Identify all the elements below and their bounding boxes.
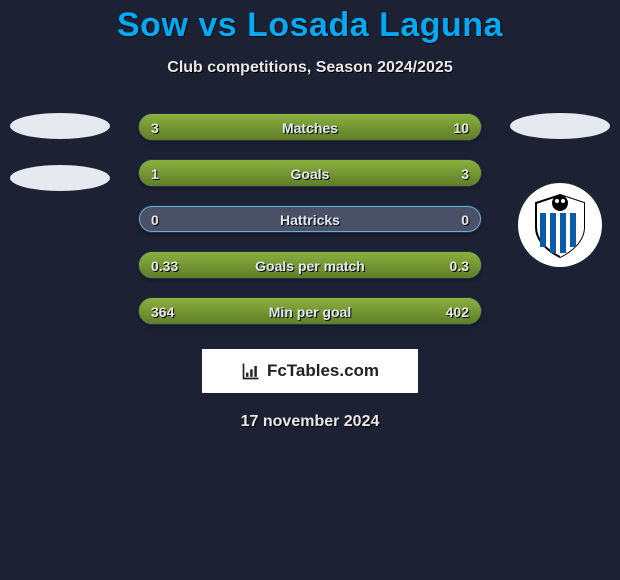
left-value: 0 bbox=[151, 206, 159, 233]
stat-bar-matches: 3 Matches 10 bbox=[138, 113, 482, 141]
club-badge bbox=[518, 183, 602, 267]
right-value: 0 bbox=[461, 206, 469, 233]
page-title: Sow vs Losada Laguna bbox=[0, 0, 620, 45]
right-fill bbox=[225, 160, 482, 186]
metric-label: Goals bbox=[291, 160, 330, 187]
left-value: 3 bbox=[151, 114, 159, 141]
chart-area: 3 Matches 10 1 Goals 3 0 Hattricks 0 bbox=[0, 113, 620, 431]
avatar-placeholder bbox=[10, 165, 110, 191]
stat-bar-min-per-goal: 364 Min per goal 402 bbox=[138, 297, 482, 325]
right-value: 3 bbox=[461, 160, 469, 187]
left-value: 364 bbox=[151, 298, 174, 325]
right-player-col bbox=[500, 113, 620, 267]
bar-chart-icon bbox=[241, 361, 261, 381]
metric-label: Goals per match bbox=[255, 252, 365, 279]
stat-bar-hattricks: 0 Hattricks 0 bbox=[138, 205, 482, 233]
right-value: 0.3 bbox=[450, 252, 469, 279]
avatar-placeholder bbox=[10, 113, 110, 139]
branding-box[interactable]: FcTables.com bbox=[202, 349, 418, 393]
shield-icon bbox=[518, 183, 602, 267]
right-value: 10 bbox=[453, 114, 469, 141]
metric-label: Matches bbox=[282, 114, 338, 141]
metric-label: Hattricks bbox=[280, 206, 340, 233]
left-value: 1 bbox=[151, 160, 159, 187]
metric-label: Min per goal bbox=[269, 298, 351, 325]
stat-bars: 3 Matches 10 1 Goals 3 0 Hattricks 0 bbox=[138, 113, 482, 325]
stat-bar-goals-per-match: 0.33 Goals per match 0.3 bbox=[138, 251, 482, 279]
footer-date: 17 november 2024 bbox=[0, 413, 620, 431]
right-value: 402 bbox=[446, 298, 469, 325]
avatar-placeholder bbox=[510, 113, 610, 139]
right-fill bbox=[218, 114, 481, 140]
left-value: 0.33 bbox=[151, 252, 178, 279]
stat-bar-goals: 1 Goals 3 bbox=[138, 159, 482, 187]
branding-label: FcTables.com bbox=[267, 361, 379, 381]
comparison-card: Sow vs Losada Laguna Club competitions, … bbox=[0, 0, 620, 580]
page-subtitle: Club competitions, Season 2024/2025 bbox=[0, 59, 620, 77]
left-player-col bbox=[0, 113, 120, 217]
